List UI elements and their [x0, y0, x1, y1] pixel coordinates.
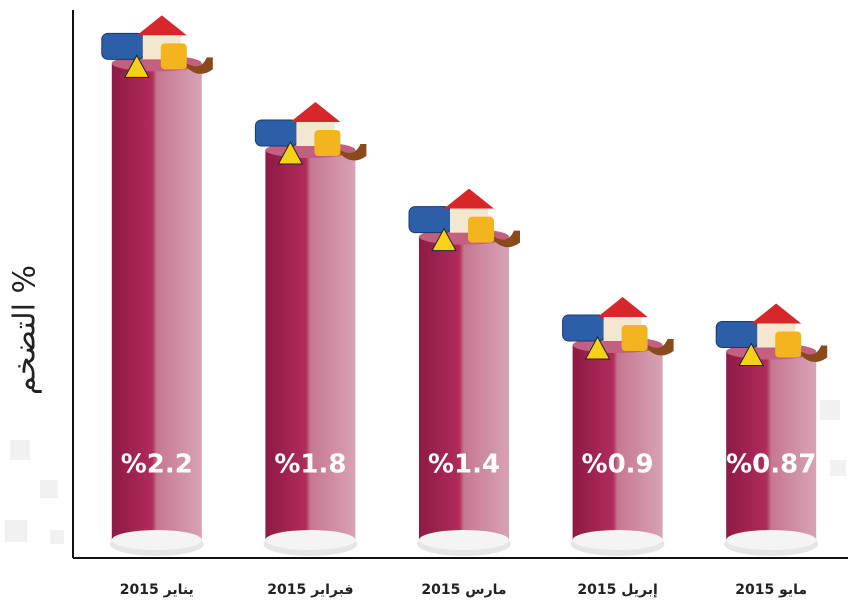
shirt-icon [161, 43, 187, 69]
value-label: %2.2 [121, 450, 193, 480]
bar [726, 352, 816, 541]
bus-icon [716, 322, 758, 348]
x-tick-label: مارس 2015 [421, 582, 506, 598]
shirt-icon [314, 130, 340, 156]
value-label: %1.8 [274, 450, 346, 480]
shirt-icon [622, 325, 648, 351]
x-tick-label: إبريل 2015 [577, 582, 657, 598]
bus-icon [102, 33, 144, 59]
value-label: %1.4 [428, 450, 500, 480]
shirt-icon [468, 217, 494, 243]
bus-icon [255, 120, 297, 146]
bar [265, 150, 355, 540]
value-label: %0.9 [582, 450, 654, 480]
house-icon [751, 304, 801, 324]
house-icon [290, 102, 340, 122]
house-icon [598, 297, 648, 317]
bus-icon [563, 315, 605, 341]
house-icon [137, 15, 187, 35]
bar-bottom [726, 530, 816, 550]
house-icon [444, 189, 494, 209]
y-axis-label: التضخم % [8, 265, 43, 395]
chart: التضخم % يناير 2015 %2.2 فبراير 2015 %1.8 ما… [0, 0, 848, 602]
bar-bottom [573, 530, 663, 550]
x-tick-label: فبراير 2015 [267, 582, 353, 598]
x-tick-label: مايو 2015 [735, 582, 807, 598]
value-label: %0.87 [726, 450, 816, 480]
page: التضخم % يناير 2015 %2.2 فبراير 2015 %1.8 ما… [0, 0, 848, 602]
bar [419, 237, 509, 540]
shirt-icon [775, 332, 801, 358]
bus-icon [409, 207, 451, 233]
bar [573, 345, 663, 540]
bar-bottom [419, 530, 509, 550]
bar-bottom [112, 530, 202, 550]
bar-bottom [265, 530, 355, 550]
x-tick-label: يناير 2015 [120, 582, 194, 598]
